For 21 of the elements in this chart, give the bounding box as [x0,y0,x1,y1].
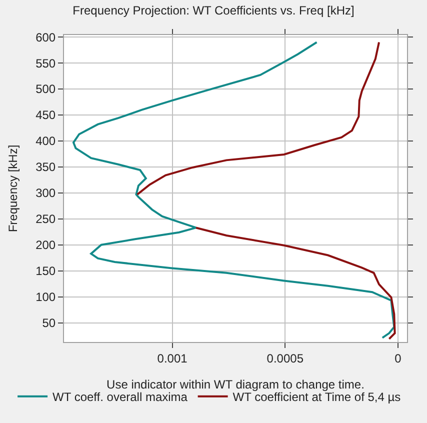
y-tick-label: 550 [36,56,56,70]
y-tick-label: 500 [36,82,56,96]
y-tick-label: 150 [36,264,56,278]
y-tick-label: 300 [36,186,56,200]
legend-label: WT coeff. overall maxima [52,390,188,404]
x-tick-label: 0.0005 [266,351,304,366]
x-axis-title: Use indicator within WT diagram to change time. [106,377,364,392]
y-tick-label: 400 [36,134,56,148]
y-tick-label: 600 [36,30,56,44]
y-tick-label: 450 [36,108,56,122]
legend-label: WT coefficient at Time of 5,4 µs [232,390,401,404]
y-tick-label: 50 [42,316,56,330]
y-tick-label: 250 [36,212,56,226]
x-tick-label: 0.001 [157,351,188,366]
x-tick-label: 0 [394,351,402,366]
y-tick-label: 350 [36,160,56,174]
line-series [72,41,396,339]
y-tick-label: 100 [36,290,56,304]
y-axis-title: Frequency [kHz] [6,144,20,232]
y-tick-label: 200 [36,238,56,252]
chart-title: Frequency Projection: WT Coefficients vs. Freq [kHz] [72,4,354,18]
